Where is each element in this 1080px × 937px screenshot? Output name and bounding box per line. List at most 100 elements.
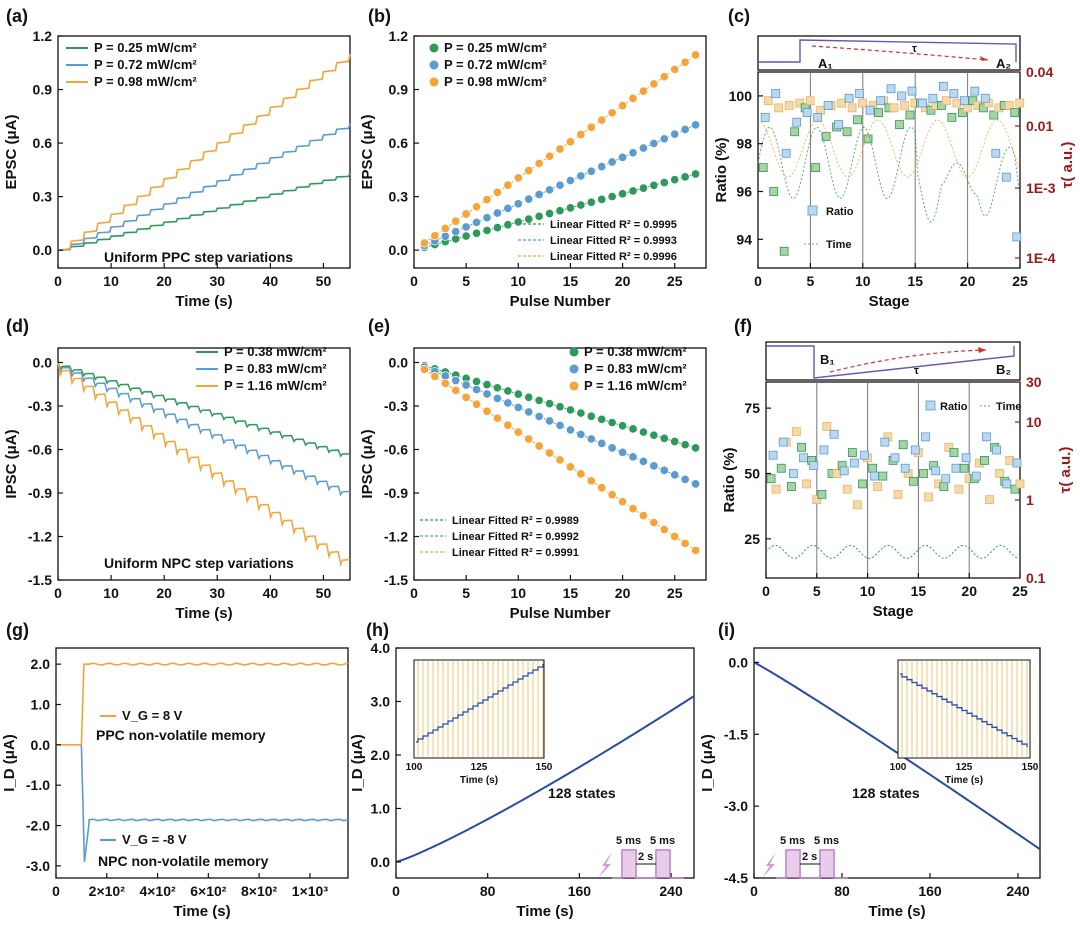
- panel-b-legend-entry: P = 0.98 mW/cm²: [444, 74, 547, 89]
- panel-f-legend-entry: Ratio: [940, 401, 968, 413]
- panel-e-point: [649, 430, 659, 440]
- panel-b-point: [565, 137, 575, 147]
- panel-c-schematic-frame: [757, 35, 1021, 71]
- panel-e-point: [680, 474, 690, 484]
- panel-a-xtick-label: 20: [156, 273, 172, 289]
- panel-c-ratio-point: [779, 246, 789, 256]
- panel-b-point: [555, 180, 565, 190]
- panel-b-point: [628, 93, 638, 103]
- panel-c-frame: [757, 71, 1021, 269]
- panel-c-xtick-label: 15: [907, 273, 923, 289]
- panel-e-point: [649, 461, 659, 471]
- panel-f-ratio-point: [931, 466, 941, 476]
- panel-c-xtick-label: 20: [960, 273, 976, 289]
- panel-f-legend-swatch: [925, 400, 936, 411]
- panel-d-annotation: Uniform NPC step variations: [104, 555, 294, 571]
- panel-c-xtick-label: 0: [754, 273, 762, 289]
- panel-f-ratio-point: [961, 453, 971, 463]
- panel-f-ratio-point: [992, 445, 1001, 455]
- panel-e-point: [534, 411, 544, 421]
- panel-g-xtick-label: 2×10²: [89, 883, 126, 899]
- panel-a-annotation: Uniform PPC step variations: [104, 249, 293, 265]
- panel-b-point: [430, 231, 440, 241]
- panel-b-frame: [413, 35, 707, 269]
- panel-c-ratio-point: [991, 148, 1001, 158]
- panel-b-point: [565, 176, 575, 186]
- panel-e-point: [691, 545, 701, 555]
- panel-c-ratio-point: [959, 96, 969, 106]
- panel-e-xtick-label: 15: [563, 585, 579, 601]
- panel-b-point: [534, 211, 544, 221]
- panel-e-point: [638, 456, 648, 466]
- panel-b-ytick-label: 0.6: [389, 135, 409, 151]
- panel-b-point: [482, 213, 492, 223]
- panel-i-pulse-width: 5 ms: [814, 835, 839, 847]
- panel-g-xtick-label: 4×10²: [139, 883, 176, 899]
- panel-c-legend-swatch: [807, 205, 818, 216]
- panel-c-ratio-point: [1001, 172, 1011, 182]
- panel-b-point: [440, 223, 450, 234]
- panel-b-xtick-label: 0: [410, 273, 418, 289]
- panel-b-point: [670, 64, 680, 75]
- panel-g-vg-neg: V_G = -8 V: [122, 832, 187, 847]
- panel-e-ytick-label: -1.2: [384, 529, 408, 545]
- panel-c-ratio-point: [863, 134, 873, 144]
- panel-i-inset-xlabel: Time (s): [945, 775, 983, 786]
- panel-i-pulse: [786, 850, 800, 878]
- panel-c-ytick-right-label: 0.04: [1026, 64, 1053, 80]
- panel-c-ratio-point: [784, 101, 794, 110]
- panel-c-ylabel-right: τ( a.u.): [1059, 142, 1076, 189]
- panel-e-point: [524, 407, 534, 417]
- panel-g-label: (g): [6, 620, 29, 640]
- panel-f-ratio-point: [766, 474, 776, 484]
- panel-b-point: [691, 169, 701, 179]
- panel-e-point: [670, 436, 680, 447]
- panel-f-ratio-point: [1015, 479, 1025, 489]
- panel-h-ytick-label: 3.0: [371, 693, 391, 709]
- panel-e-legend-swatch: [569, 364, 579, 374]
- panel-b-point: [618, 189, 628, 199]
- panel-f-ratio-point: [802, 479, 811, 489]
- panel-b-point: [524, 166, 534, 176]
- panel-e-point: [555, 402, 565, 412]
- panel-g-frame: [55, 647, 349, 879]
- panel-e-point: [659, 524, 669, 535]
- panel-e-point: [534, 395, 544, 405]
- panel-c-ratio-point: [792, 117, 802, 127]
- panel-e-xlabel: Pulse Number: [510, 605, 611, 622]
- panel-c-time-line: [757, 119, 1021, 178]
- panel-f-ratio-point: [858, 479, 867, 489]
- panel-e-point: [482, 380, 492, 390]
- panel-e-point: [638, 511, 648, 521]
- panel-b-xtick-label: 25: [667, 273, 683, 289]
- panel-f-ratio-point: [809, 461, 819, 471]
- panel-c-ytick-label: 98: [736, 136, 752, 152]
- panel-c-ratio-point: [865, 105, 875, 115]
- panel-c-legend-entry: Time: [826, 239, 851, 251]
- panel-e-point: [492, 413, 502, 423]
- panel-c-ratio-point: [947, 113, 957, 122]
- panel-e-label: (e): [368, 316, 390, 336]
- panel-d-xtick-label: 30: [209, 585, 225, 601]
- panel-b-point: [503, 220, 513, 230]
- panel-h-xtick-label: 160: [568, 883, 592, 899]
- panel-e-point: [586, 476, 596, 486]
- panel-e-point: [545, 399, 555, 409]
- panel-f-ratio-point: [812, 495, 822, 505]
- panel-c-ratio-point: [790, 127, 800, 137]
- panel-e-point: [503, 420, 513, 430]
- panel-a-xtick-label: 40: [263, 273, 279, 289]
- panel-h-lightning-icon: [598, 852, 612, 878]
- panel-c-ratio-point: [842, 127, 852, 137]
- panel-c-ratio-point: [1004, 101, 1014, 110]
- panel-b-legend-swatch: [429, 43, 439, 53]
- panel-c-ratio-point: [1015, 98, 1025, 108]
- panel-f-ratio-point: [939, 482, 949, 491]
- panel-f-b1: B₁: [820, 352, 835, 367]
- panel-i-ylabel: I_D (μA): [699, 734, 716, 792]
- panel-e-point: [680, 440, 690, 450]
- panel-i-xtick-label: 80: [834, 883, 850, 899]
- panel-f-ratio-point: [910, 445, 920, 455]
- panel-f-ratio-point: [789, 469, 798, 478]
- panel-g-ytick-label: -2.0: [26, 818, 50, 834]
